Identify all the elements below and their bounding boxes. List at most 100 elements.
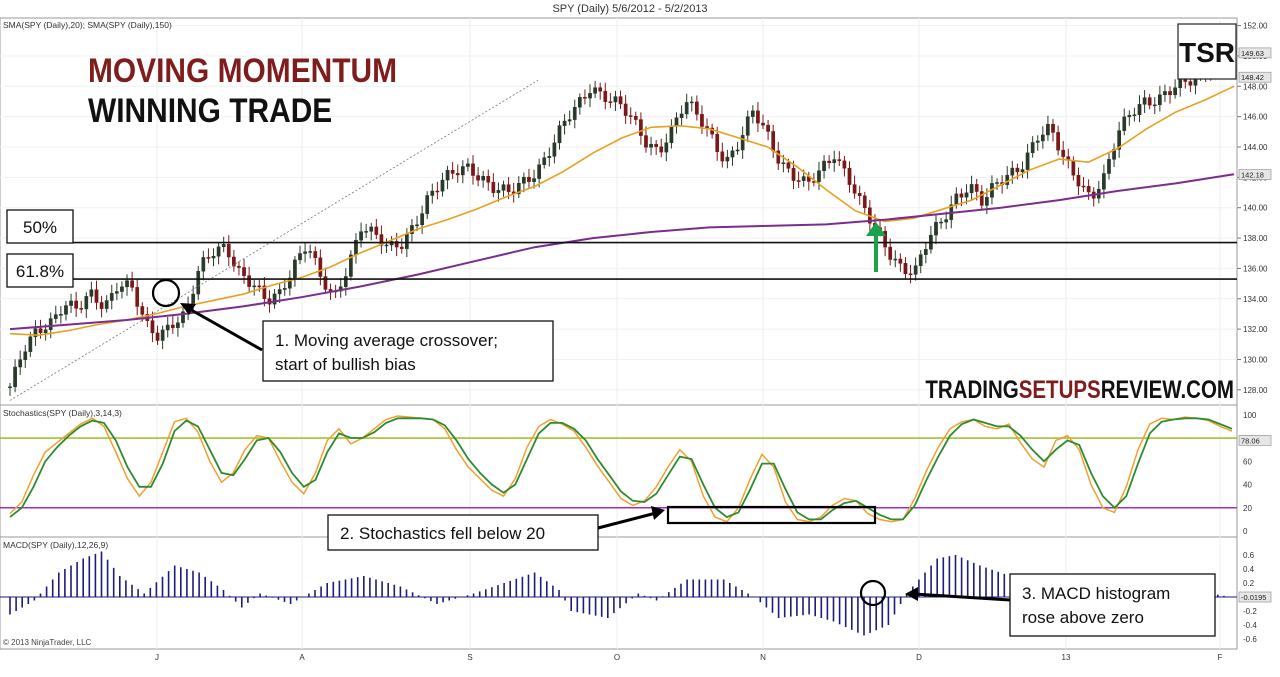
candle-body: [135, 287, 140, 307]
candle-body: [1152, 104, 1157, 107]
candle-body: [893, 258, 898, 261]
annotation1-line2: start of bullish bias: [275, 355, 416, 374]
price-tick-label: 136.00: [1243, 264, 1268, 273]
candle-body: [1137, 104, 1142, 116]
candle-body: [460, 166, 465, 176]
price-tag-box: [1238, 591, 1272, 603]
candle-body: [379, 234, 384, 246]
stoch-indicator-label: Stochastics(SPY (Daily),3,14,3): [3, 408, 122, 418]
annotation3-arrowhead: [905, 587, 918, 601]
price-tag-label: 142.18: [1241, 171, 1264, 180]
candle-body: [745, 116, 750, 136]
crossover-circle: [151, 278, 181, 308]
price-tick-label: 134.00: [1243, 295, 1268, 304]
candle-body: [33, 328, 38, 338]
candle-body: [613, 96, 618, 103]
annotation2-box: [327, 514, 599, 551]
candle-body: [89, 289, 94, 297]
candle-body: [343, 276, 348, 288]
candle-body: [1046, 124, 1050, 136]
price-tag-box: [1238, 169, 1272, 180]
candle-body: [450, 170, 455, 174]
candle-body: [150, 320, 155, 334]
candle-body: [842, 160, 847, 169]
x-tick-label: 13: [1062, 653, 1071, 662]
candle-body: [476, 175, 480, 181]
trend-line: [9, 79, 539, 401]
sma150-line: [9, 173, 1235, 331]
copyright: © 2013 NinjaTrader, LLC: [3, 638, 92, 647]
candle-body: [1163, 91, 1167, 96]
candle-body: [99, 302, 104, 309]
candle-body: [277, 289, 282, 295]
candle-body: [567, 119, 572, 122]
candle-body: [247, 275, 251, 287]
candle-body: [359, 231, 363, 241]
annotation1-box: [262, 320, 554, 382]
candle-body: [1071, 160, 1076, 176]
annotation2-text: 2. Stochastics fell below 20: [340, 524, 545, 543]
candle-body: [491, 181, 496, 193]
annotation3-box: [1009, 573, 1216, 637]
sma20-line: [9, 85, 1235, 337]
candle-body: [786, 162, 791, 169]
x-tick-label: F: [1218, 653, 1223, 662]
candle-body: [201, 257, 206, 272]
candle-body: [405, 233, 409, 249]
price-tag-box: [1238, 47, 1272, 59]
candle-body: [1188, 81, 1193, 86]
candle-body: [771, 131, 776, 152]
candle-body: [1178, 78, 1183, 89]
candle-body: [608, 101, 613, 103]
candle-body: [628, 115, 633, 117]
candle-body: [969, 184, 974, 194]
candle-body: [1015, 167, 1020, 173]
candle-body: [796, 180, 801, 182]
candle-body: [1173, 87, 1177, 96]
candle-body: [822, 160, 826, 171]
candle-body: [38, 328, 43, 334]
candle-body: [420, 213, 424, 226]
price-tags: 149.63 148.42 142.18 78.06 -0.0195: [1238, 47, 1272, 603]
candle-body: [776, 150, 781, 164]
annotation3-line2: rose above zero: [1022, 608, 1144, 627]
stoch-k-line: [9, 415, 1233, 523]
candle-body: [639, 119, 643, 136]
candle-body: [486, 176, 491, 183]
candle-body: [191, 293, 196, 306]
candle-body: [572, 106, 577, 120]
candle-body: [206, 257, 211, 259]
candle-body: [43, 329, 48, 334]
candle-body: [725, 156, 730, 162]
candle-body: [944, 219, 949, 223]
price-tick-label: 140.00: [1243, 204, 1268, 213]
candle-body: [1005, 174, 1010, 185]
candle-body: [740, 135, 745, 151]
x-tick-label: A: [299, 653, 305, 662]
tsr-logo: TSR: [1179, 37, 1235, 68]
candle-body: [435, 190, 440, 193]
candle-body: [298, 253, 302, 261]
candle-body: [756, 110, 760, 124]
candle-body: [293, 259, 297, 279]
candle-body: [410, 225, 414, 234]
candle-body: [1010, 167, 1015, 176]
candle-body: [481, 176, 486, 181]
candle-body: [1025, 152, 1030, 170]
candle-body: [700, 114, 704, 127]
candle-body: [730, 150, 735, 158]
candle-body: [918, 254, 923, 266]
candle-body: [496, 190, 501, 193]
candle-body: [598, 87, 603, 92]
candle-body: [715, 133, 720, 153]
price-tick-label: 146.00: [1243, 113, 1268, 122]
annotation2-arrowhead: [651, 506, 665, 520]
candle-body: [1102, 173, 1106, 190]
overlay-title-line1: MOVING MOMENTUM: [88, 51, 397, 89]
candle-body: [837, 159, 842, 162]
candle-body: [684, 102, 689, 115]
chart-title: SPY (Daily) 5/6/2012 - 5/2/2013: [552, 3, 707, 15]
candle-body: [547, 156, 552, 158]
candle-body: [979, 191, 984, 206]
macd-tick-label: 0.2: [1243, 579, 1255, 588]
